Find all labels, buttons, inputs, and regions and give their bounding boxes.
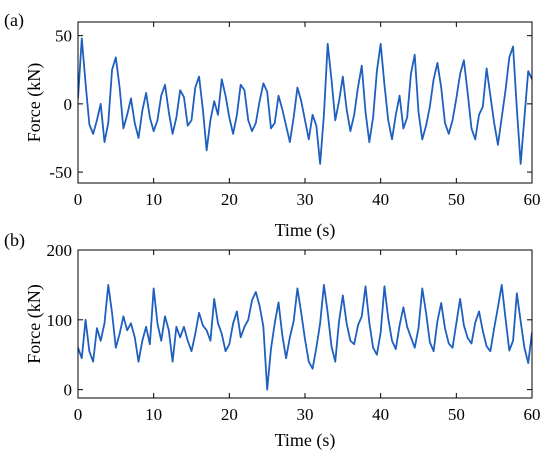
x-tick-label: 20 (221, 405, 238, 424)
x-tick-label: 10 (145, 190, 162, 209)
x-axis-title: Time (s) (275, 220, 336, 241)
panel-label: (b) (4, 230, 25, 251)
x-tick-label: 30 (297, 190, 314, 209)
axes-frame (77, 21, 533, 184)
x-tick-label: 40 (372, 405, 389, 424)
x-tick-label: 20 (221, 190, 238, 209)
x-tick-label: 10 (145, 405, 162, 424)
panel-label: (a) (4, 10, 24, 31)
series-line-0 (78, 37, 532, 165)
y-axis-title: Force (kN) (24, 63, 45, 142)
x-tick-label: 60 (524, 190, 541, 209)
y-tick-label: -50 (49, 163, 72, 182)
series-line-0 (78, 284, 532, 391)
x-axis-title: Time (s) (275, 430, 336, 451)
y-tick-label: 0 (64, 381, 73, 400)
panel-1: 0 10 20 30 40 50 60 0 100 200 Time (s) Force (kN) (b… (4, 230, 541, 451)
x-tick-label: 40 (372, 190, 389, 209)
x-tick-label: 30 (297, 405, 314, 424)
y-tick-label: 50 (55, 27, 72, 46)
x-tick-label: 50 (448, 190, 465, 209)
y-tick-label: 200 (47, 241, 73, 260)
y-axis-title: Force (kN) (24, 284, 45, 363)
x-tick-label: 0 (74, 405, 83, 424)
x-tick-label: 0 (74, 190, 83, 209)
y-tick-label: 100 (47, 311, 73, 330)
x-tick-label: 60 (524, 405, 541, 424)
x-tick-label: 50 (448, 405, 465, 424)
y-tick-label: 0 (64, 95, 73, 114)
